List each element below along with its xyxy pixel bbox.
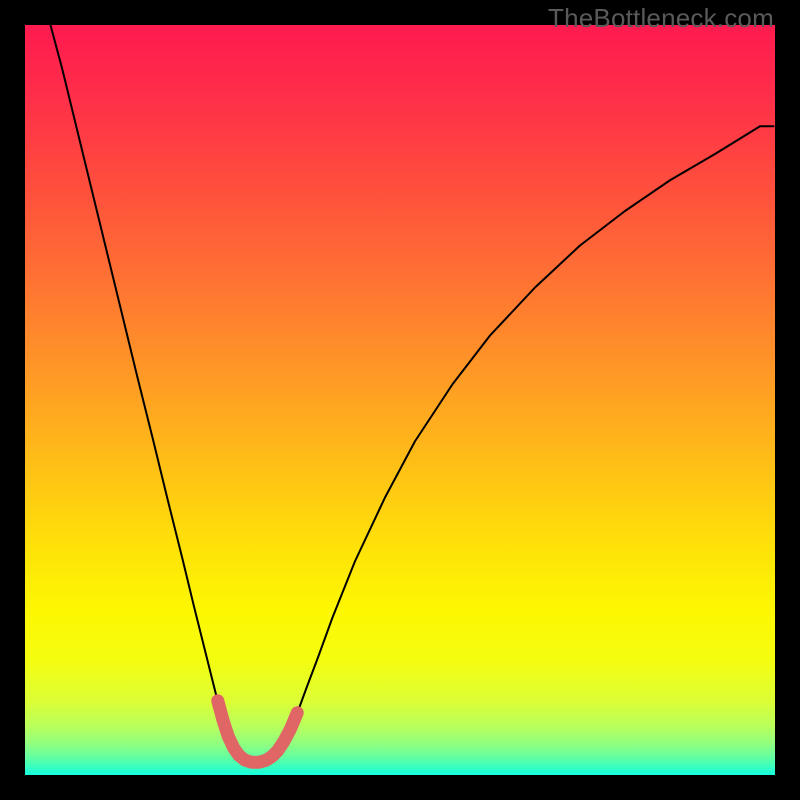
watermark-label: TheBottleneck.com [548, 3, 774, 34]
chart-background [25, 25, 775, 775]
gradient-chart [25, 25, 775, 775]
